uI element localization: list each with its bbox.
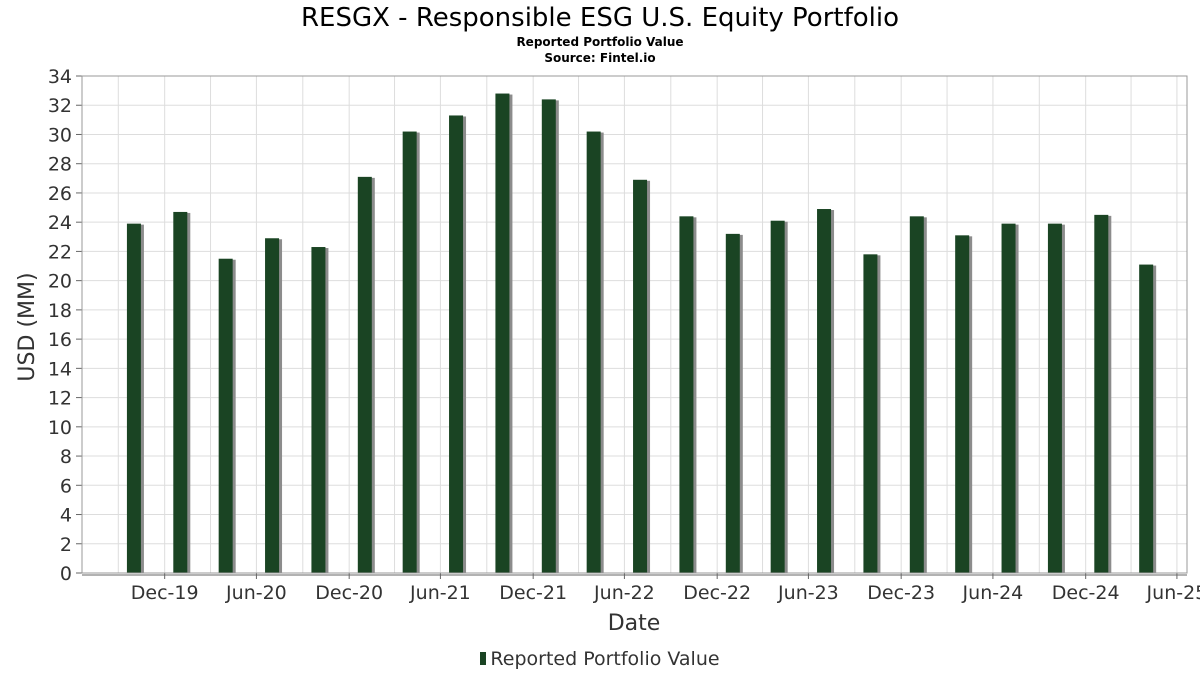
bar xyxy=(725,233,740,573)
bar xyxy=(311,247,326,573)
bar xyxy=(679,216,694,573)
plot-frame xyxy=(81,75,1188,574)
bar xyxy=(449,115,464,573)
x-tick-label: Jun-25 xyxy=(1146,582,1200,604)
chart-title: RESGX - Responsible ESG U.S. Equity Port… xyxy=(300,3,900,33)
bar xyxy=(357,176,372,574)
legend: Reported Portfolio Value xyxy=(0,647,1200,671)
y-tick-label: 20 xyxy=(48,271,72,293)
y-tick-label: 2 xyxy=(60,534,72,556)
y-tick-label: 8 xyxy=(60,446,72,468)
x-tick-label: Dec-24 xyxy=(1052,582,1120,604)
y-tick-label: 34 xyxy=(48,66,72,88)
y-tick-label: 16 xyxy=(48,329,72,351)
legend-swatch xyxy=(480,652,487,665)
bar xyxy=(173,211,188,573)
bar xyxy=(541,99,556,573)
x-tick-label: Jun-22 xyxy=(593,582,655,604)
bar-layer xyxy=(126,93,1157,574)
y-tick-label: 26 xyxy=(48,183,72,205)
x-tick-label: Jun-23 xyxy=(777,582,839,604)
bar xyxy=(863,254,878,573)
bar xyxy=(1047,223,1062,573)
x-tick-label: Jun-24 xyxy=(962,582,1024,604)
y-tick-label: 6 xyxy=(60,475,72,497)
y-tick-label: 28 xyxy=(48,154,72,176)
y-tick-label: 14 xyxy=(48,358,72,380)
bar xyxy=(633,179,648,574)
bar xyxy=(955,235,970,574)
x-tick-label: Jun-21 xyxy=(409,582,471,604)
chart-subtitle: Reported Portfolio Value xyxy=(516,35,684,49)
bar xyxy=(126,223,141,573)
bar xyxy=(218,258,233,573)
x-tick-label: Dec-21 xyxy=(499,582,567,604)
y-tick-label: 32 xyxy=(48,95,72,117)
bar xyxy=(1001,223,1016,573)
bar xyxy=(265,238,280,573)
x-axis-title: Date xyxy=(608,611,661,636)
x-tick-label: Dec-20 xyxy=(315,582,383,604)
y-tick-label: 10 xyxy=(48,417,72,439)
bar xyxy=(495,93,510,574)
x-tick-label: Dec-23 xyxy=(867,582,935,604)
bar xyxy=(817,209,832,574)
chart-source: Source: Fintel.io xyxy=(544,51,656,65)
x-tick-label: Dec-19 xyxy=(131,582,199,604)
y-axis-title: USD (MM) xyxy=(15,272,40,381)
y-tick-label: 12 xyxy=(48,388,72,410)
y-tick-label: 22 xyxy=(48,241,72,263)
bar xyxy=(402,131,417,573)
y-tick-label: 30 xyxy=(48,124,72,146)
legend-label: Reported Portfolio Value xyxy=(490,648,720,670)
y-tick-label: 0 xyxy=(60,563,72,585)
x-tick-label: Jun-20 xyxy=(225,582,287,604)
y-tick-label: 18 xyxy=(48,300,72,322)
y-tick-label: 4 xyxy=(60,505,72,527)
bar xyxy=(1139,264,1154,573)
bar xyxy=(909,216,924,573)
bar xyxy=(1094,214,1109,573)
x-tick-label: Dec-22 xyxy=(683,582,751,604)
bar xyxy=(586,131,601,573)
y-tick-label: 24 xyxy=(48,212,72,234)
bar xyxy=(770,220,785,573)
